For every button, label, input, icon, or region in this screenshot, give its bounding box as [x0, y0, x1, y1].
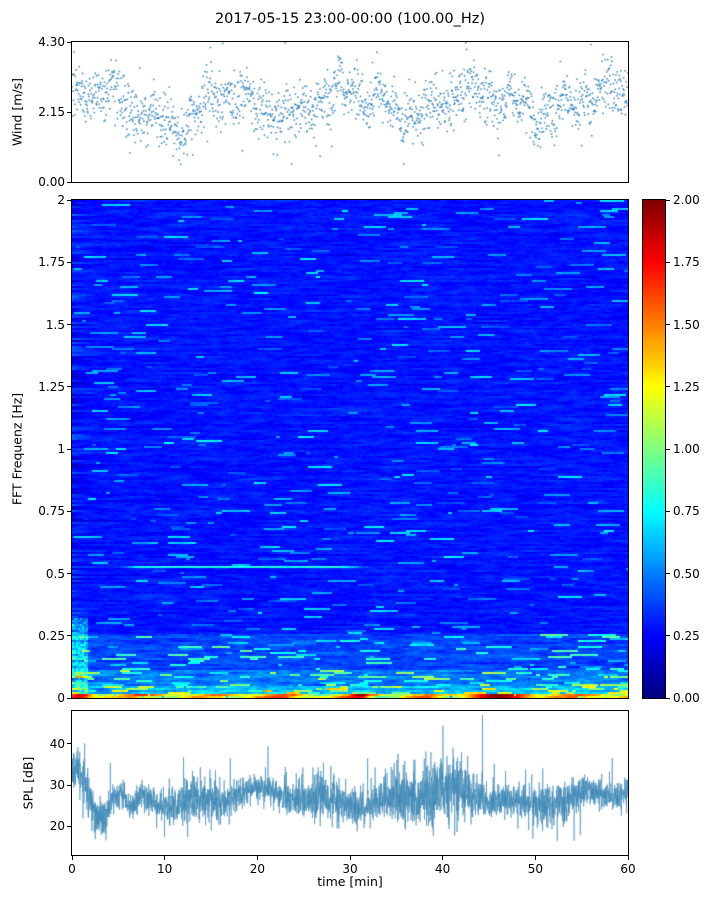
x-tick-label: 10 [157, 862, 173, 876]
figure-title: 2017-05-15 23:00-00:00 (100.00_Hz) [214, 11, 486, 27]
x-axis-label: time [min] [317, 874, 383, 889]
y-tick-mark [67, 697, 71, 699]
colorbar-tick-mark [666, 697, 670, 699]
x-tick-mark [442, 856, 444, 860]
x-tick-mark [534, 856, 536, 860]
y-tick-mark [67, 510, 71, 512]
y-tick-mark [67, 573, 71, 574]
spl-line-canvas [72, 711, 628, 855]
colorbar-tick-mark [666, 386, 670, 388]
wind-scatter-plot [71, 41, 629, 183]
y-tick-mark [67, 635, 71, 637]
y-tick-label: 40 [49, 736, 65, 751]
y-tick-label: 2.15 [38, 105, 65, 119]
y-tick-mark [67, 324, 71, 325]
y-tick-label: 1.5 [45, 317, 65, 332]
x-tick-label: 30 [342, 862, 358, 876]
colorbar-tick-label: 1.00 [673, 442, 700, 456]
colorbar-tick-mark [666, 510, 670, 512]
y-tick-mark [67, 41, 71, 43]
y-tick-label: 0.75 [38, 504, 65, 519]
y-tick-label: 4.30 [38, 35, 65, 49]
wind-scatter-canvas [72, 42, 628, 182]
y-tick-label: 1.25 [38, 379, 65, 394]
colorbar-tick-mark [666, 635, 670, 637]
y-tick-mark [67, 386, 71, 388]
y-tick-mark [67, 181, 71, 183]
colorbar-tick-mark [666, 261, 670, 263]
y-tick-label: 2 [57, 193, 65, 207]
colorbar-tick-mark [666, 324, 670, 325]
y-tick-label: 0.5 [45, 566, 65, 581]
spectrogram-plot [71, 199, 629, 699]
y-tick-label: 1 [57, 442, 65, 456]
y-tick-mark [67, 199, 71, 201]
colorbar-tick-mark [666, 573, 670, 574]
x-tick-label: 60 [620, 862, 636, 876]
x-tick-mark [256, 856, 258, 860]
colorbar-tick-label: 0.00 [673, 691, 700, 705]
colorbar-tick-label: 1.75 [673, 255, 700, 270]
y-tick-mark [67, 784, 71, 786]
x-tick-mark [164, 856, 166, 860]
x-tick-mark [349, 856, 351, 860]
colorbar-tick-label: 0.75 [673, 504, 700, 519]
x-tick-label: 50 [527, 862, 543, 876]
colorbar-tick-label: 0.50 [673, 566, 700, 581]
y-tick-mark [67, 825, 71, 827]
spl-line-plot [71, 710, 629, 856]
colorbar-tick-label: 1.25 [673, 379, 700, 394]
colorbar-tick-label: 2.00 [673, 193, 700, 207]
x-tick-label: 40 [435, 862, 451, 876]
colorbar-tick-label: 0.25 [673, 628, 700, 643]
y-tick-label: 0 [57, 691, 65, 705]
y-tick-label: 0.00 [38, 175, 65, 189]
x-tick-label: 0 [68, 862, 76, 876]
y-tick-mark [67, 261, 71, 263]
x-tick-mark [71, 856, 73, 860]
spectrogram-canvas [72, 200, 628, 698]
y-tick-label: 1.75 [38, 255, 65, 270]
colorbar-canvas [643, 200, 665, 698]
y-tick-label: 20 [49, 819, 65, 834]
x-tick-label: 20 [249, 862, 265, 876]
y-tick-mark [67, 743, 71, 745]
y-tick-label: 0.25 [38, 628, 65, 643]
colorbar-tick-mark [666, 448, 670, 450]
y-tick-label: 30 [49, 778, 65, 793]
colorbar-tick-mark [666, 199, 670, 201]
y-tick-mark [67, 111, 71, 113]
colorbar [642, 199, 666, 699]
y-tick-mark [67, 448, 71, 450]
colorbar-tick-label: 1.50 [673, 317, 700, 332]
x-tick-mark [627, 856, 629, 860]
